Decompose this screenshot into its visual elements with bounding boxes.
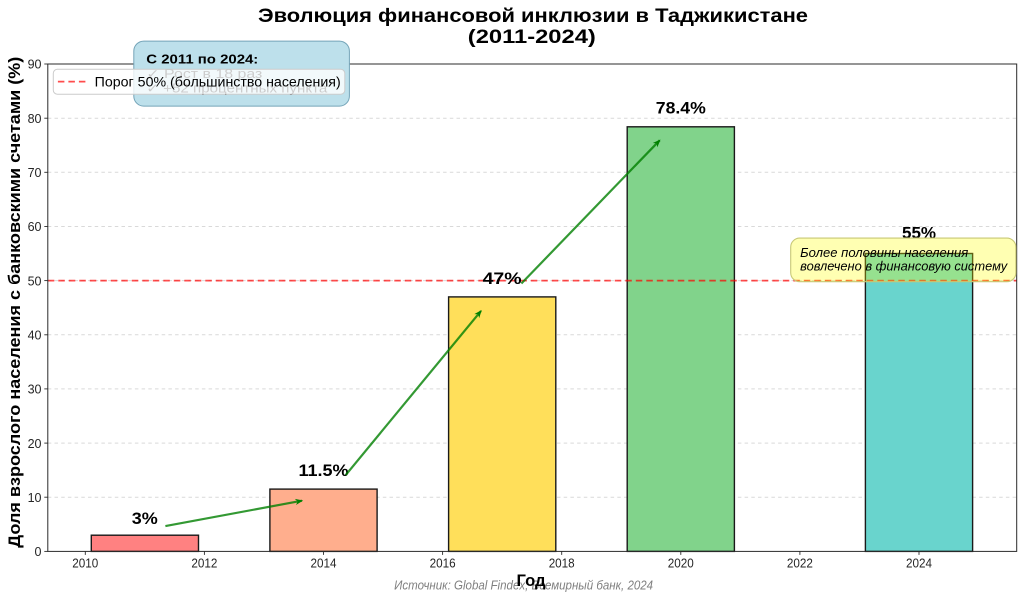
svg-text:Год: Год (517, 571, 546, 590)
svg-text:2012: 2012 (191, 556, 217, 570)
svg-text:70: 70 (28, 166, 42, 180)
svg-text:Доля взрослого населения с бан: Доля взрослого населения с банковскими с… (6, 57, 24, 548)
svg-text:Более половины населения: Более половины населения (800, 246, 968, 260)
svg-text:50: 50 (28, 274, 42, 288)
svg-text:80: 80 (28, 112, 42, 126)
svg-text:30: 30 (28, 383, 42, 397)
svg-text:2010: 2010 (72, 556, 98, 570)
svg-text:Эволюция финансовой инклюзии в: Эволюция финансовой инклюзии в Таджикист… (258, 6, 808, 27)
svg-text:10: 10 (28, 491, 42, 505)
svg-text:2020: 2020 (668, 556, 694, 570)
svg-text:0: 0 (35, 545, 42, 559)
svg-text:2018: 2018 (549, 556, 575, 570)
svg-text:60: 60 (28, 220, 42, 234)
svg-text:Порог 50% (большинство населен: Порог 50% (большинство населения) (95, 75, 341, 90)
svg-text:78.4%: 78.4% (656, 98, 706, 117)
svg-text:2016: 2016 (430, 556, 456, 570)
svg-text:С 2011 по 2024:: С 2011 по 2024: (146, 52, 258, 66)
svg-text:20: 20 (28, 437, 42, 451)
svg-text:2014: 2014 (311, 556, 337, 570)
svg-text:3%: 3% (132, 509, 158, 528)
svg-text:Источник: Global Findex, Всеми: Источник: Global Findex, Всемирный банк,… (394, 578, 653, 593)
svg-text:90: 90 (28, 58, 42, 72)
svg-text:47%: 47% (483, 269, 522, 288)
svg-text:2022: 2022 (787, 556, 813, 570)
svg-text:(2011-2024): (2011-2024) (468, 27, 596, 48)
svg-text:11.5%: 11.5% (299, 461, 349, 480)
svg-text:40: 40 (28, 329, 42, 343)
svg-text:вовлечено в финансовую систему: вовлечено в финансовую систему (800, 260, 1008, 274)
svg-text:2024: 2024 (906, 556, 932, 570)
